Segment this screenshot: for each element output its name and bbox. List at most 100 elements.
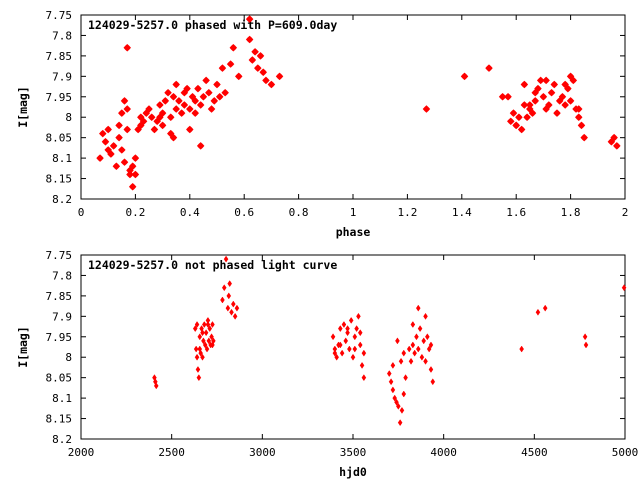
data-point <box>128 182 137 191</box>
data-point <box>397 419 403 427</box>
data-point <box>406 345 412 353</box>
data-point <box>507 117 515 126</box>
data-point <box>423 357 428 365</box>
data-point <box>350 353 356 361</box>
data-point <box>120 97 129 105</box>
data-point <box>566 72 575 81</box>
data-point <box>200 329 205 337</box>
y-tick-label: 7.85 <box>46 50 73 63</box>
data-point <box>196 374 202 382</box>
data-point <box>275 72 284 81</box>
data-point <box>194 321 200 328</box>
data-point <box>128 162 137 171</box>
data-point <box>345 329 350 337</box>
data-point <box>422 105 431 113</box>
data-point <box>147 113 156 121</box>
x-tick-label: 3500 <box>340 446 367 459</box>
data-point <box>577 121 586 130</box>
data-point <box>352 345 358 353</box>
data-point <box>164 88 172 97</box>
data-point <box>545 101 553 109</box>
data-point <box>423 312 428 320</box>
data-point <box>254 64 262 72</box>
data-point <box>207 325 213 333</box>
y-axis-label: I[mag] <box>16 86 30 128</box>
x-tick-label: 0.8 <box>289 206 309 219</box>
data-point <box>558 93 567 101</box>
y-axis-label: I[mag] <box>16 326 30 368</box>
data-point <box>245 35 254 44</box>
data-point <box>123 125 131 134</box>
data-point <box>220 296 225 304</box>
data-point <box>256 52 265 60</box>
data-point <box>388 378 394 386</box>
data-point <box>580 133 588 142</box>
data-point <box>485 64 493 72</box>
data-point <box>175 97 183 105</box>
data-point <box>205 88 213 97</box>
data-point <box>361 349 367 357</box>
data-point <box>536 76 545 85</box>
data-point <box>196 142 205 150</box>
data-point <box>195 366 201 373</box>
y-tick-label: 7.75 <box>46 9 73 22</box>
data-point <box>354 325 359 333</box>
data-point <box>550 80 559 89</box>
x-tick-label: 1 <box>350 206 357 219</box>
data-point <box>410 341 416 349</box>
data-point <box>186 125 194 134</box>
data-point <box>223 255 229 263</box>
data-point <box>234 304 240 312</box>
x-tick-label: 4000 <box>430 446 457 459</box>
data-point <box>262 76 270 85</box>
data-point <box>553 109 561 117</box>
x-tick-label: 0.6 <box>234 206 254 219</box>
data-point <box>202 341 208 349</box>
data-point <box>498 93 507 101</box>
data-point <box>180 101 189 109</box>
data-point <box>191 97 199 105</box>
data-point <box>428 341 434 349</box>
data-point <box>197 333 203 341</box>
data-point <box>390 361 396 369</box>
data-point <box>395 337 400 345</box>
data-point <box>104 125 112 134</box>
data-point <box>192 325 198 333</box>
data-point <box>101 138 110 146</box>
data-point <box>523 113 531 121</box>
data-point <box>526 101 534 109</box>
data-point <box>218 64 227 72</box>
data-point <box>183 84 191 93</box>
data-point <box>398 357 404 365</box>
data-point <box>539 93 548 101</box>
data-point <box>460 72 469 81</box>
y-tick-label: 7.8 <box>52 269 72 282</box>
y-tick-label: 8.2 <box>52 193 72 206</box>
x-tick-label: 2000 <box>68 446 95 459</box>
data-point <box>99 129 107 138</box>
y-tick-label: 8 <box>65 351 72 364</box>
x-tick-label: 0.2 <box>125 206 145 219</box>
data-point <box>221 88 229 97</box>
data-point <box>425 333 430 341</box>
data-point <box>153 382 159 390</box>
data-point <box>227 280 232 288</box>
data-point <box>399 406 405 414</box>
data-point <box>156 113 164 121</box>
data-point <box>196 101 205 109</box>
data-point <box>177 109 186 117</box>
data-point <box>225 304 231 312</box>
data-point <box>426 345 432 353</box>
data-point <box>194 353 200 361</box>
y-tick-label: 8.15 <box>46 413 73 426</box>
data-point <box>158 121 167 130</box>
data-point <box>112 162 121 171</box>
data-point <box>386 370 392 378</box>
data-point <box>583 341 589 349</box>
data-point <box>202 76 210 85</box>
x-tick-label: 3000 <box>249 446 276 459</box>
data-point <box>107 150 115 158</box>
data-point <box>419 353 425 361</box>
data-point <box>509 109 518 117</box>
data-point <box>361 374 367 382</box>
